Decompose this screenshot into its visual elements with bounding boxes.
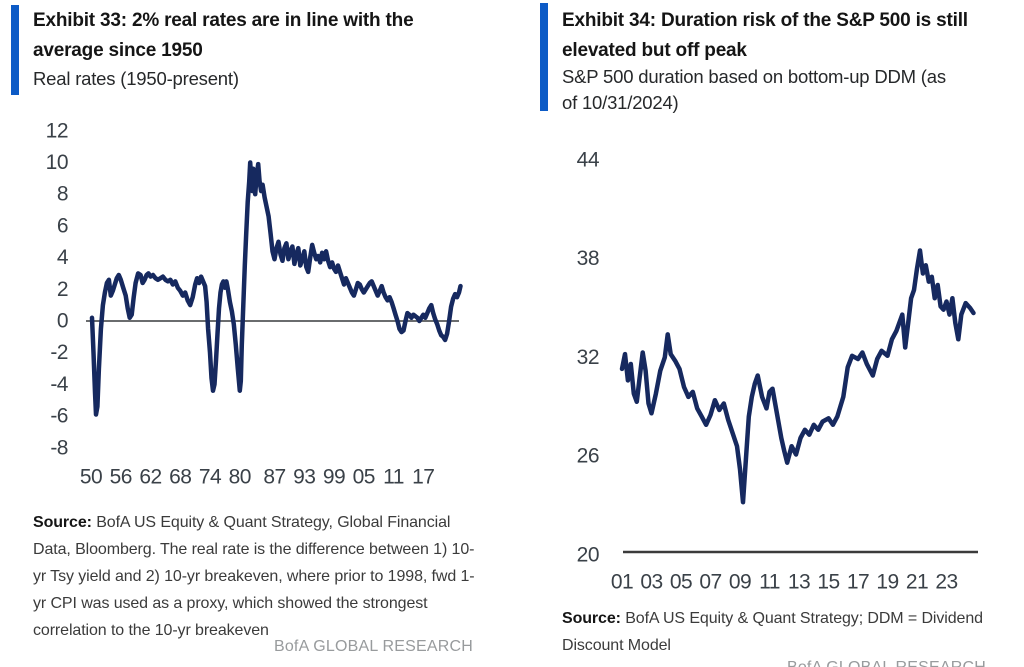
sp500_duration-series-line	[619, 248, 976, 505]
source-text: BofA US Equity & Quant Strategy, Global …	[33, 514, 475, 639]
exhibit-33-accent-bar	[11, 5, 19, 95]
y-tick-label: 6	[57, 214, 68, 237]
x-tick-label: 68	[169, 466, 191, 489]
source-label: Source:	[562, 610, 621, 627]
y-tick-label: 20	[577, 543, 599, 566]
exhibit-33-subtitle: Real rates (1950-present)	[33, 68, 239, 89]
x-tick-label: 21	[906, 571, 928, 594]
exhibit-34-title: Exhibit 34: Duration risk of the S&P 500…	[562, 10, 968, 61]
x-tick-label: 11	[759, 571, 780, 594]
y-tick-label: 0	[57, 310, 68, 333]
x-tick-label: 19	[876, 571, 898, 594]
x-tick-label: 23	[935, 571, 957, 594]
source-label: Source:	[33, 514, 92, 531]
x-tick-label: 62	[139, 466, 161, 489]
y-tick-label: 44	[577, 149, 600, 172]
source-text: BofA US Equity & Quant Strategy; DDM = D…	[562, 610, 983, 654]
y-tick-label: 2	[57, 278, 68, 301]
x-tick-label: 15	[817, 571, 839, 594]
y-tick-label: 32	[577, 346, 599, 369]
x-tick-label: 17	[847, 571, 869, 594]
x-tick-label: 99	[323, 466, 345, 489]
real_rates-series-line	[89, 160, 463, 417]
x-tick-label: 09	[729, 571, 751, 594]
x-tick-label: 07	[699, 571, 721, 594]
y-tick-label: -6	[50, 405, 68, 428]
x-tick-label: 80	[229, 466, 251, 489]
y-tick-label: 26	[577, 445, 599, 468]
real_rates-chart: 12 10 8 6 4 2 0 -2 -4 -6 -8 50 56 62 68 74 80 87 93 99 05 11 1…	[46, 119, 463, 489]
x-tick-label: 11	[383, 466, 404, 489]
y-tick-label: 38	[577, 247, 599, 270]
exhibit-34-accent-bar	[540, 3, 548, 111]
x-tick-label: 17	[412, 466, 434, 489]
x-tick-label: 50	[80, 466, 102, 489]
x-tick-label: 05	[353, 466, 375, 489]
x-tick-label: 03	[640, 571, 662, 594]
x-tick-label: 56	[110, 466, 132, 489]
y-tick-label: -4	[50, 373, 68, 396]
y-tick-label: 10	[46, 151, 68, 174]
exhibit-33-source: Source: BofA US Equity & Quant Strategy,…	[33, 509, 485, 644]
x-tick-label: 13	[788, 571, 810, 594]
y-tick-label: 4	[57, 246, 69, 269]
y-tick-label: 12	[46, 119, 68, 142]
exhibit-34-research-tag: BofA GLOBAL RESEARCH	[562, 659, 986, 667]
y-tick-label: 8	[57, 183, 68, 206]
x-tick-label: 01	[611, 571, 633, 594]
x-tick-label: 93	[293, 466, 315, 489]
x-tick-label: 05	[670, 571, 692, 594]
x-tick-label: 87	[263, 466, 285, 489]
x-tick-label: 74	[199, 466, 222, 489]
y-tick-label: -2	[50, 341, 68, 364]
y-tick-label: -8	[50, 436, 68, 459]
sp500_duration-chart: 44 38 32 26 20 01 03 05 07 09 11 13 15 17 19 21 23	[577, 149, 978, 594]
exhibit-33-research-tag: BofA GLOBAL RESEARCH	[273, 638, 473, 655]
exhibit-33-title: Exhibit 33: 2% real rates are in line wi…	[33, 10, 414, 61]
exhibit-34-source: Source: BofA US Equity & Quant Strategy;…	[562, 605, 994, 659]
exhibit-34-subtitle: S&P 500 duration based on bottom-up DDM …	[562, 66, 946, 113]
